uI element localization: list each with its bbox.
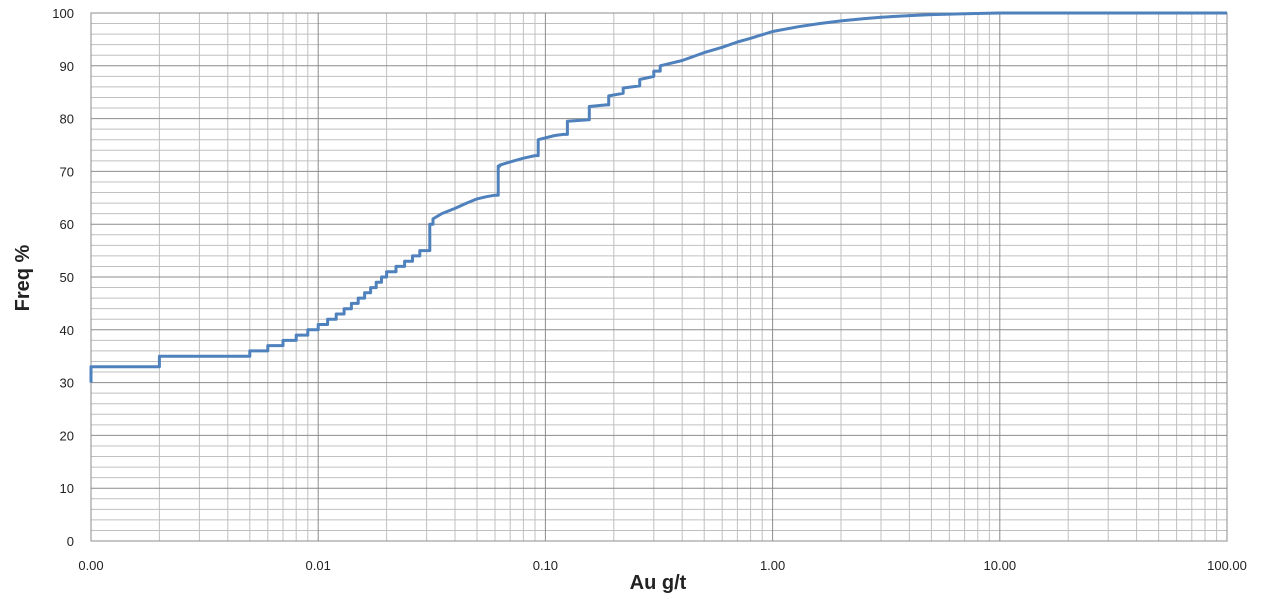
y-tick-label: 60 <box>60 217 74 232</box>
y-tick-label: 70 <box>60 164 74 179</box>
data-series <box>89 11 1227 383</box>
x-tick-label: 100.00 <box>1207 558 1247 573</box>
y-axis-title: Freq % <box>12 244 34 311</box>
y-tick-label: 30 <box>60 376 74 391</box>
major-grid <box>90 12 1228 542</box>
x-tick-label: 0.00 <box>78 558 103 573</box>
x-tick-label: 1.00 <box>760 558 785 573</box>
x-tick-label: 0.01 <box>306 558 331 573</box>
y-tick-label: 100 <box>52 6 74 21</box>
x-axis-tick-labels: 0.00 0.01 0.10 1.00 10.00 100.00 <box>78 558 1247 573</box>
x-tick-label: 0.10 <box>533 558 558 573</box>
x-axis-title: Au g/t <box>630 572 687 594</box>
plot-area-border <box>90 12 1228 542</box>
y-tick-label: 20 <box>60 428 74 443</box>
cumulative-frequency-line <box>89 11 1227 383</box>
plot-border <box>90 12 1228 542</box>
y-tick-label: 10 <box>60 481 74 496</box>
y-tick-label: 40 <box>60 323 74 338</box>
x-tick-label: 10.00 <box>984 558 1017 573</box>
y-axis-tick-labels: 0 10 20 30 40 50 60 70 80 90 100 <box>52 6 74 549</box>
y-tick-label: 50 <box>60 270 74 285</box>
y-tick-label: 0 <box>67 534 74 549</box>
y-tick-label: 90 <box>60 59 74 74</box>
y-tick-label: 80 <box>60 112 74 127</box>
